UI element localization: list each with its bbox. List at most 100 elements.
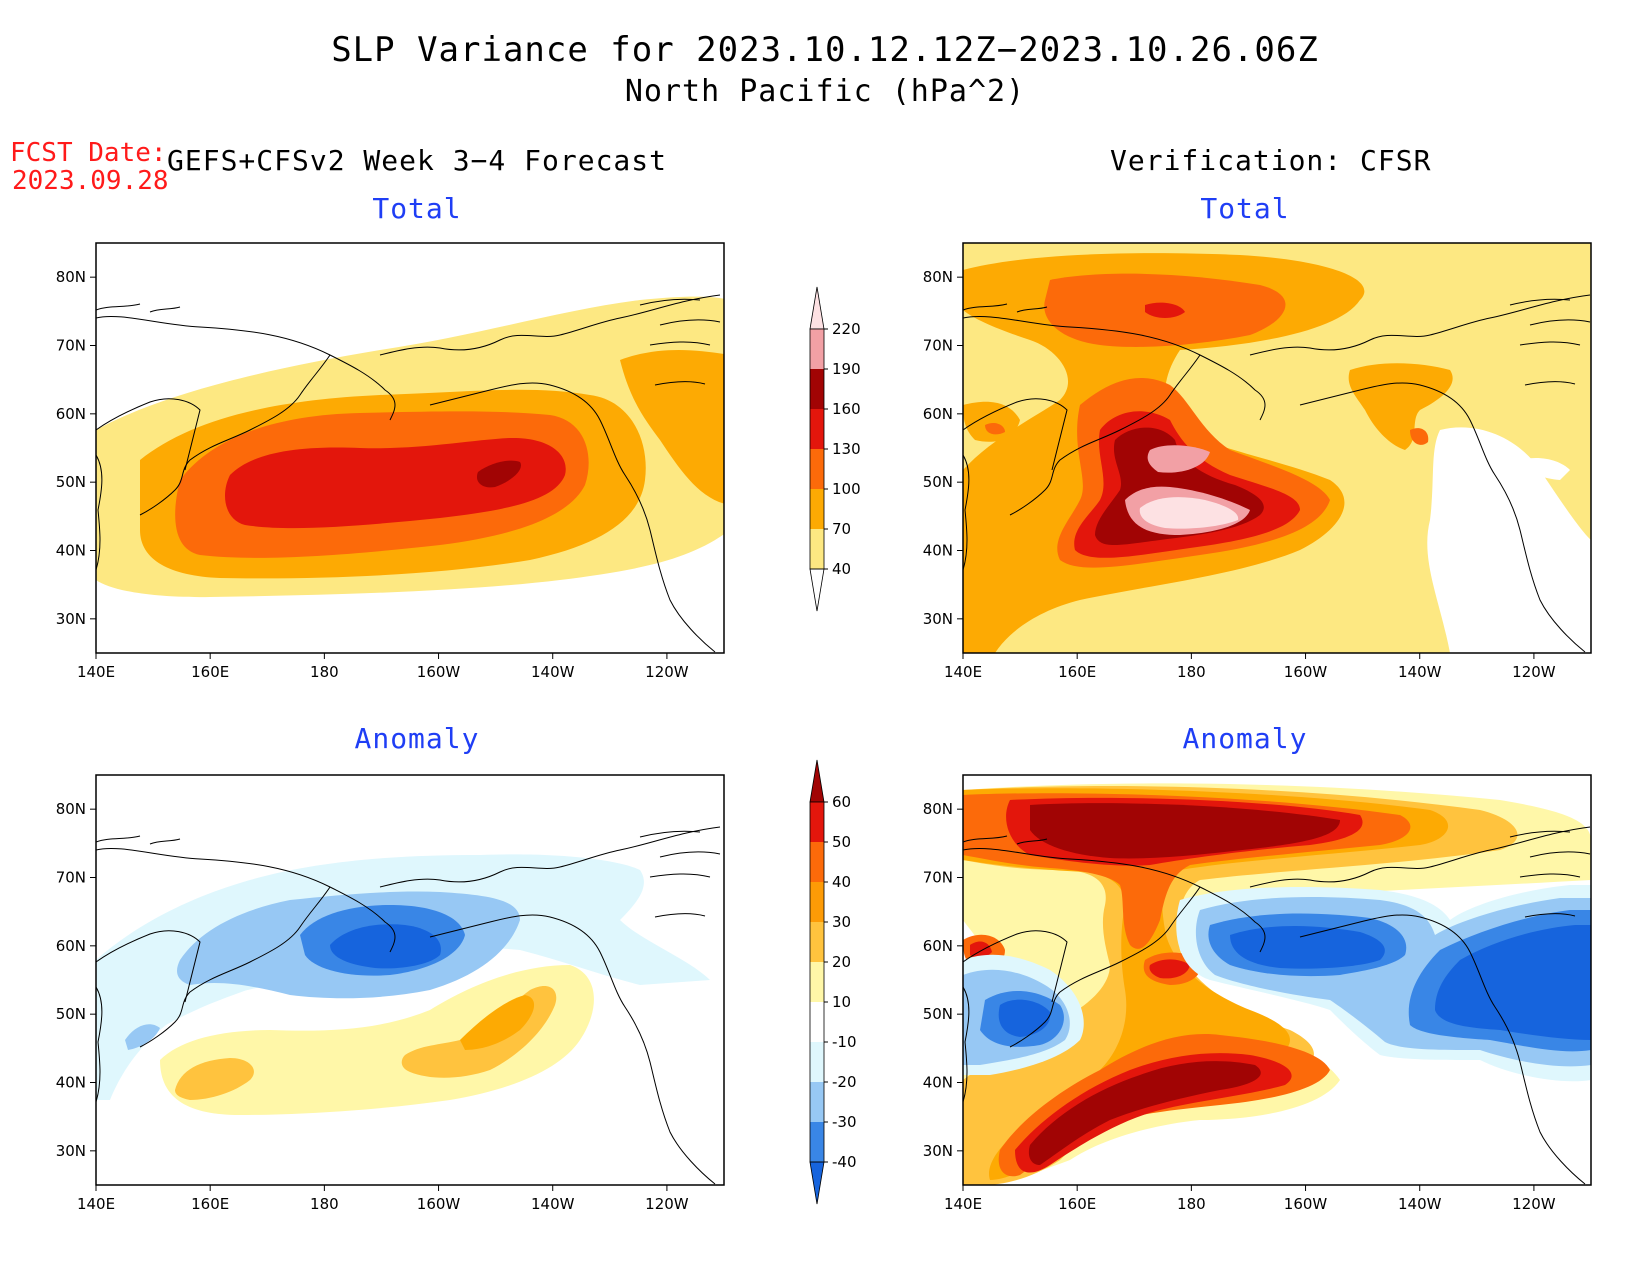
lat-tick-label: 50N xyxy=(56,473,86,491)
total-colorbar: 40 70 100 130 160 190 220 xyxy=(809,286,861,612)
colorbar-segment-bottom xyxy=(809,568,825,612)
colorbar-label: -10 xyxy=(832,1033,857,1051)
colorbar-label: -20 xyxy=(832,1073,857,1091)
colorbar-label: 70 xyxy=(832,520,851,538)
coastline-lines xyxy=(96,826,721,1185)
lat-tick-label: 50N xyxy=(56,1005,86,1023)
colorbar-label: 160 xyxy=(832,400,861,418)
colorbar-label: 130 xyxy=(832,440,861,458)
lat-tick-label: 40N xyxy=(923,542,953,560)
colorbar-segment xyxy=(810,1002,824,1042)
colorbar-segment xyxy=(810,1042,824,1082)
colorbar-segment xyxy=(810,529,824,569)
lon-tick-label: 160E xyxy=(191,663,229,681)
main-title: SLP Variance for 2023.10.12.12Z−2023.10.… xyxy=(331,30,1319,70)
lat-tick-label: 30N xyxy=(56,610,86,628)
lon-tick-label: 140W xyxy=(1398,663,1442,681)
panel-title-forecast-total: Total xyxy=(372,192,462,225)
colorbar-segment xyxy=(810,329,824,369)
lon-tick-label: 120W xyxy=(1512,663,1556,681)
lon-tick-label: 160E xyxy=(191,1195,229,1213)
lat-tick-label: 70N xyxy=(56,337,86,355)
lon-tick-label: 160E xyxy=(1058,1195,1096,1213)
colorbar-segment xyxy=(810,489,824,529)
lat-tick-label: 60N xyxy=(923,405,953,423)
lat-tick-label: 60N xyxy=(923,937,953,955)
colorbar-label: 220 xyxy=(832,320,861,338)
colorbar-label: 40 xyxy=(832,873,851,891)
lat-tick-label: 40N xyxy=(56,1074,86,1092)
forecast-anomaly-frame xyxy=(95,774,725,1186)
subtitle: North Pacific (hPa^2) xyxy=(624,74,1026,109)
colorbar-segment-top xyxy=(809,286,825,330)
colorbar-segment xyxy=(810,882,824,922)
colorbar-segment xyxy=(810,922,824,962)
lon-tick-label: 160W xyxy=(1284,663,1328,681)
lat-tick-label: 70N xyxy=(56,869,86,887)
lat-tick-label: 30N xyxy=(923,610,953,628)
panel-title-forecast-anomaly: Anomaly xyxy=(354,722,480,755)
verification-column-header: Verification: CFSR xyxy=(1110,144,1432,177)
lat-tick-label: 80N xyxy=(923,800,953,818)
colorbar-label: -30 xyxy=(832,1113,857,1131)
lat-tick-label: 50N xyxy=(923,473,953,491)
lat-tick-label: 70N xyxy=(923,869,953,887)
lon-tick-label: 140W xyxy=(1398,1195,1442,1213)
lon-tick-label: 180 xyxy=(1177,1195,1206,1213)
colorbar-label: 100 xyxy=(832,480,861,498)
panel-title-verification-total: Total xyxy=(1200,192,1290,225)
lon-tick-label: 180 xyxy=(1177,663,1206,681)
verification-anomaly-frame xyxy=(962,774,1592,1186)
colorbar-segment xyxy=(810,449,824,489)
lat-tick-label: 30N xyxy=(923,1142,953,1160)
coastline-lines xyxy=(963,294,1591,653)
colorbar-label: 190 xyxy=(832,360,861,378)
verification-total-field xyxy=(963,243,1591,653)
fcst-date-value: 2023.09.28 xyxy=(12,166,169,196)
colorbar-segment xyxy=(810,962,824,1002)
colorbar-segment-bottom xyxy=(809,1161,825,1205)
lat-tick-label: 80N xyxy=(56,800,86,818)
lon-tick-label: 140W xyxy=(531,1195,575,1213)
colorbar-label: 60 xyxy=(832,793,851,811)
fcst-date-label: FCST Date: xyxy=(10,138,167,168)
colorbar-label: 40 xyxy=(832,560,851,578)
colorbar-segment xyxy=(810,802,824,842)
lon-tick-label: 180 xyxy=(310,1195,339,1213)
lon-tick-label: 180 xyxy=(310,663,339,681)
lat-tick-label: 60N xyxy=(56,937,86,955)
forecast-anomaly-field xyxy=(96,775,724,1185)
forecast-column-header: GEFS+CFSv2 Week 3−4 Forecast xyxy=(167,144,668,177)
lon-tick-label: 140E xyxy=(77,1195,115,1213)
forecast-total-frame xyxy=(95,242,725,654)
colorbar-segment-top xyxy=(809,759,825,803)
lat-tick-label: 80N xyxy=(56,268,86,286)
colorbar-segment xyxy=(810,369,824,409)
lon-tick-label: 140E xyxy=(77,663,115,681)
lon-tick-label: 160W xyxy=(1284,1195,1328,1213)
colorbar-label: 20 xyxy=(832,953,851,971)
verification-anomaly-field xyxy=(963,775,1591,1185)
lat-tick-label: 70N xyxy=(923,337,953,355)
lat-tick-label: 40N xyxy=(56,542,86,560)
colorbar-outline xyxy=(809,801,825,1163)
lat-tick-label: 80N xyxy=(923,268,953,286)
colorbar-segment xyxy=(810,409,824,449)
map-axes: 30N 40N 50N 60N 70N 80N 140E 160E 180 160W 140W 120… xyxy=(56,268,1556,1213)
lon-tick-label: 160E xyxy=(1058,663,1096,681)
coastline-lines xyxy=(963,826,1591,1185)
lat-tick-label: 50N xyxy=(923,1005,953,1023)
lat-tick-label: 30N xyxy=(56,1142,86,1160)
lat-tick-label: 40N xyxy=(923,1074,953,1092)
anomaly-colorbar: -40 -30 -20 -10 10 20 30 40 50 60 xyxy=(809,759,857,1205)
colorbar-segment xyxy=(810,842,824,882)
lon-tick-label: 160W xyxy=(417,663,461,681)
colorbar-segment xyxy=(810,1122,824,1162)
lon-tick-label: 120W xyxy=(645,1195,689,1213)
colorbar-segment xyxy=(810,1082,824,1122)
lon-tick-label: 140W xyxy=(531,663,575,681)
lon-tick-label: 140E xyxy=(944,1195,982,1213)
colorbar-label: 10 xyxy=(832,993,851,1011)
lon-tick-label: 140E xyxy=(944,663,982,681)
